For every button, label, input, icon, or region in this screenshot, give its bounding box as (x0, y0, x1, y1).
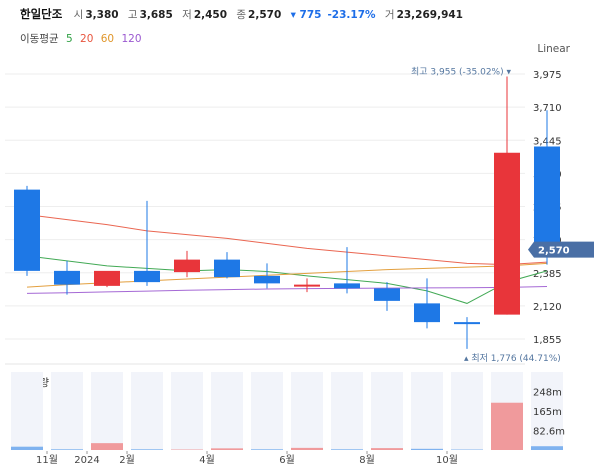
volume-column-bg (291, 372, 323, 450)
volume-label: 거 (384, 9, 395, 21)
low-label: 저 (182, 9, 192, 21)
candle-body (94, 270, 120, 286)
volume-column-bg (11, 372, 43, 450)
high-value: 3,685 (139, 9, 173, 21)
volume-column-bg (331, 372, 363, 450)
volume-tick-label: 165m (533, 407, 562, 418)
volume-column-bg (251, 372, 283, 450)
ma-5-line (26, 255, 548, 304)
volume-bar (331, 449, 363, 450)
volume-bar (491, 402, 523, 450)
candle-body (534, 146, 560, 250)
open-value: 3,380 (85, 9, 119, 21)
high-label: 고 (127, 9, 138, 21)
candle-body (14, 189, 40, 271)
close-label: 종 (236, 9, 247, 21)
x-tick-label: 2월 (119, 454, 135, 466)
candle-body (174, 259, 200, 273)
volume-bar (291, 447, 323, 450)
volume-bar (11, 446, 43, 450)
candle-body (414, 303, 440, 323)
change-value: ▾ 775 (290, 9, 322, 21)
y-tick-label: 2,120 (533, 302, 562, 313)
volume-bar (211, 448, 243, 450)
ma-legend-title: 이동평균 (20, 33, 59, 45)
volume-column-bg (171, 372, 203, 450)
volume-column-bg (131, 372, 163, 450)
volume-column-bg (531, 372, 563, 450)
volume-tick-label: 248m (533, 387, 562, 398)
change-percent: -23.17% (327, 9, 376, 21)
candle-body (374, 288, 400, 301)
y-tick-label: 3,975 (533, 70, 562, 81)
ma-legend-20: 20 (80, 33, 94, 45)
y-tick-label: 3,710 (533, 103, 562, 114)
max-price-annotation: 최고 3,955 (-35.02%) ▾ (411, 67, 511, 78)
current-price-label: 2,570 (538, 246, 570, 257)
candle-body (254, 275, 280, 284)
x-tick-label: 6월 (279, 454, 295, 466)
volume-column-bg (411, 372, 443, 450)
min-price-annotation: ▴ 최저 1,776 (44.71%) (464, 353, 561, 364)
ma-20-line (26, 214, 548, 266)
moving-average-legend[interactable]: 이동평균 5 20 60 120 (20, 31, 146, 46)
volume-column-bg (51, 372, 83, 450)
candle-body (494, 152, 520, 315)
candle-body (334, 283, 360, 289)
volume-bar (51, 449, 83, 450)
candle-body (54, 270, 80, 285)
volume-bar (531, 446, 563, 450)
ma-120-line (26, 286, 548, 294)
candle-body (214, 259, 240, 278)
stock-name: 한일단조 (20, 7, 63, 21)
volume-bar (91, 443, 123, 450)
candle-body (454, 322, 480, 325)
x-tick-label: 2024 (74, 455, 99, 466)
volume-column-bg (371, 372, 403, 450)
low-value: 2,450 (193, 9, 228, 21)
volume-value: 23,269,941 (396, 9, 463, 21)
volume-tick-label: 82.6m (533, 426, 565, 437)
y-tick-label: 1,855 (533, 335, 562, 346)
volume-column-bg (91, 372, 123, 450)
volume-bar (371, 448, 403, 450)
volume-bar (131, 449, 163, 450)
volume-column-bg (451, 372, 483, 450)
candle-body (134, 270, 160, 283)
x-tick-label: 11월 (36, 454, 58, 466)
close-value: 2,570 (248, 9, 282, 21)
candle-body (294, 284, 320, 287)
scale-mode-selector[interactable]: Linear (537, 43, 570, 55)
open-label: 시 (73, 9, 84, 21)
x-tick-label: 4월 (199, 454, 215, 466)
x-tick-label: 10월 (436, 454, 458, 466)
ma-legend-5: 5 (65, 33, 73, 45)
quote-summary: 한일단조 시 3,380 고 3,685 저 2,450 종 2,570 ▾ 775 -2… (20, 6, 469, 22)
volume-bar (251, 449, 283, 450)
ma-legend-120: 120 (121, 33, 142, 45)
volume-column-bg (211, 372, 243, 450)
x-tick-label: 8월 (359, 454, 375, 466)
y-tick-label: 2,385 (533, 269, 562, 280)
ma-legend-60: 60 (100, 33, 115, 45)
volume-bar (411, 448, 443, 450)
current-price-tag (528, 241, 594, 258)
